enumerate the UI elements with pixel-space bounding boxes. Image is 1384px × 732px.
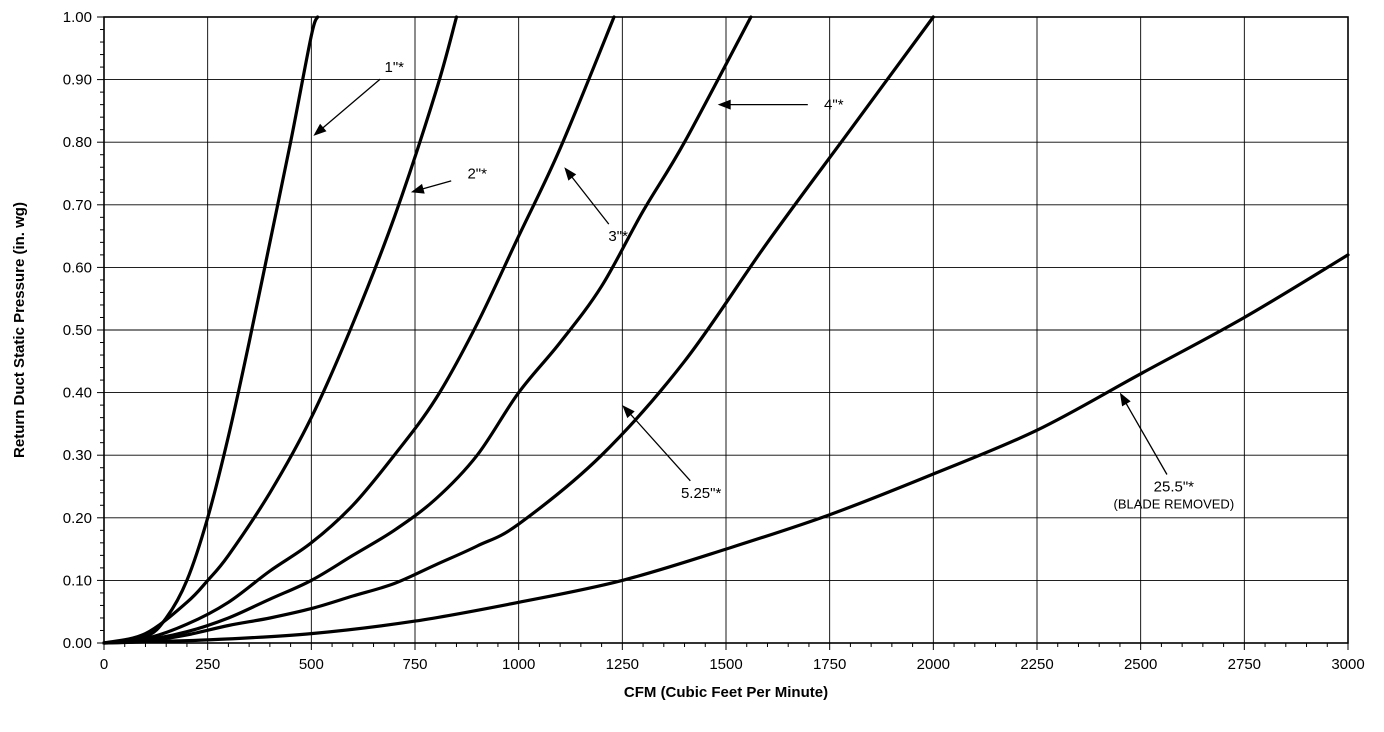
annotation-5: 5.25"* [622,405,721,502]
annotation-label: 3"* [608,228,628,245]
annotation-arrow [1124,400,1168,475]
series-line-4 [102,15,753,645]
annotation-label: 5.25"* [681,485,722,502]
annotation-arrowhead [717,99,731,110]
annotations: 1"* 2"* 3"* 4"* 5.25"* 25.5"*(BLADE REMOVED) [313,59,1235,512]
x-tick-label: 2750 [1228,656,1261,673]
annotation-arrowhead [313,123,327,136]
y-tick-label: 0.90 [63,72,92,89]
annotation-arrowhead [1119,392,1131,407]
x-tick-labels: 0 250 500 750 1000 1250 1500 1750 2000 2250 2500 27… [100,656,1365,673]
x-tick-label: 1250 [606,656,639,673]
x-tick-label: 1000 [502,656,535,673]
series-line-3 [102,15,616,645]
annotation-arrow [420,180,452,191]
annotation-label: 25.5"* [1154,479,1195,496]
y-tick-label: 0.50 [63,322,92,339]
series-line-5 [102,15,935,645]
annotation-3: 3"* [564,167,628,245]
x-tick-label: 1500 [709,656,742,673]
annotation-arrow [320,78,381,130]
plot-frame [103,16,1349,644]
annotation-2: 2"* [410,166,487,194]
annotation-4: 4"* [717,97,844,114]
annotation-arrowhead [564,167,577,181]
x-tick-label: 2000 [917,656,950,673]
y-tick-label: 0.00 [63,635,92,652]
annotation-sublabel: (BLADE REMOVED) [1114,497,1235,512]
annotation-1: 1"* [313,59,404,136]
series-line-6 [102,253,1350,645]
x-tick-label: 0 [100,656,108,673]
x-tick-label: 3000 [1331,656,1364,673]
annotation-arrow [569,174,610,225]
x-tick-label: 2250 [1020,656,1053,673]
y-tick-label: 0.30 [63,447,92,464]
y-tick-label: 0.80 [63,134,92,151]
series [102,15,1350,645]
y-tick-label: 0.40 [63,385,92,402]
annotation-arrowhead [410,183,425,194]
y-axis-title: Return Duct Static Pressure (in. wg) [11,202,28,458]
x-tick-label: 250 [195,656,220,673]
annotation-label: 4"* [824,97,844,114]
y-tick-label: 0.60 [63,259,92,276]
annotation-6: 25.5"*(BLADE REMOVED) [1114,392,1235,512]
x-tick-label: 500 [299,656,324,673]
minor-ticks [97,16,1349,650]
annotation-label: 2"* [467,166,487,183]
x-tick-label: 2500 [1124,656,1157,673]
annotation-label: 1"* [385,59,405,76]
annotation-arrowhead [622,405,635,419]
x-axis-title: CFM (Cubic Feet Per Minute) [624,684,828,701]
series-line-2 [102,15,459,645]
x-tick-label: 750 [402,656,427,673]
y-tick-label: 0.20 [63,510,92,527]
annotation-arrow [628,412,691,482]
y-tick-label: 1.00 [63,9,92,26]
y-tick-label: 0.10 [63,572,92,589]
x-tick-label: 1750 [813,656,846,673]
y-tick-label: 0.70 [63,197,92,214]
y-tick-labels: 0.00 0.10 0.20 0.30 0.40 0.50 0.60 0.70 0.80 0.90… [63,9,92,652]
